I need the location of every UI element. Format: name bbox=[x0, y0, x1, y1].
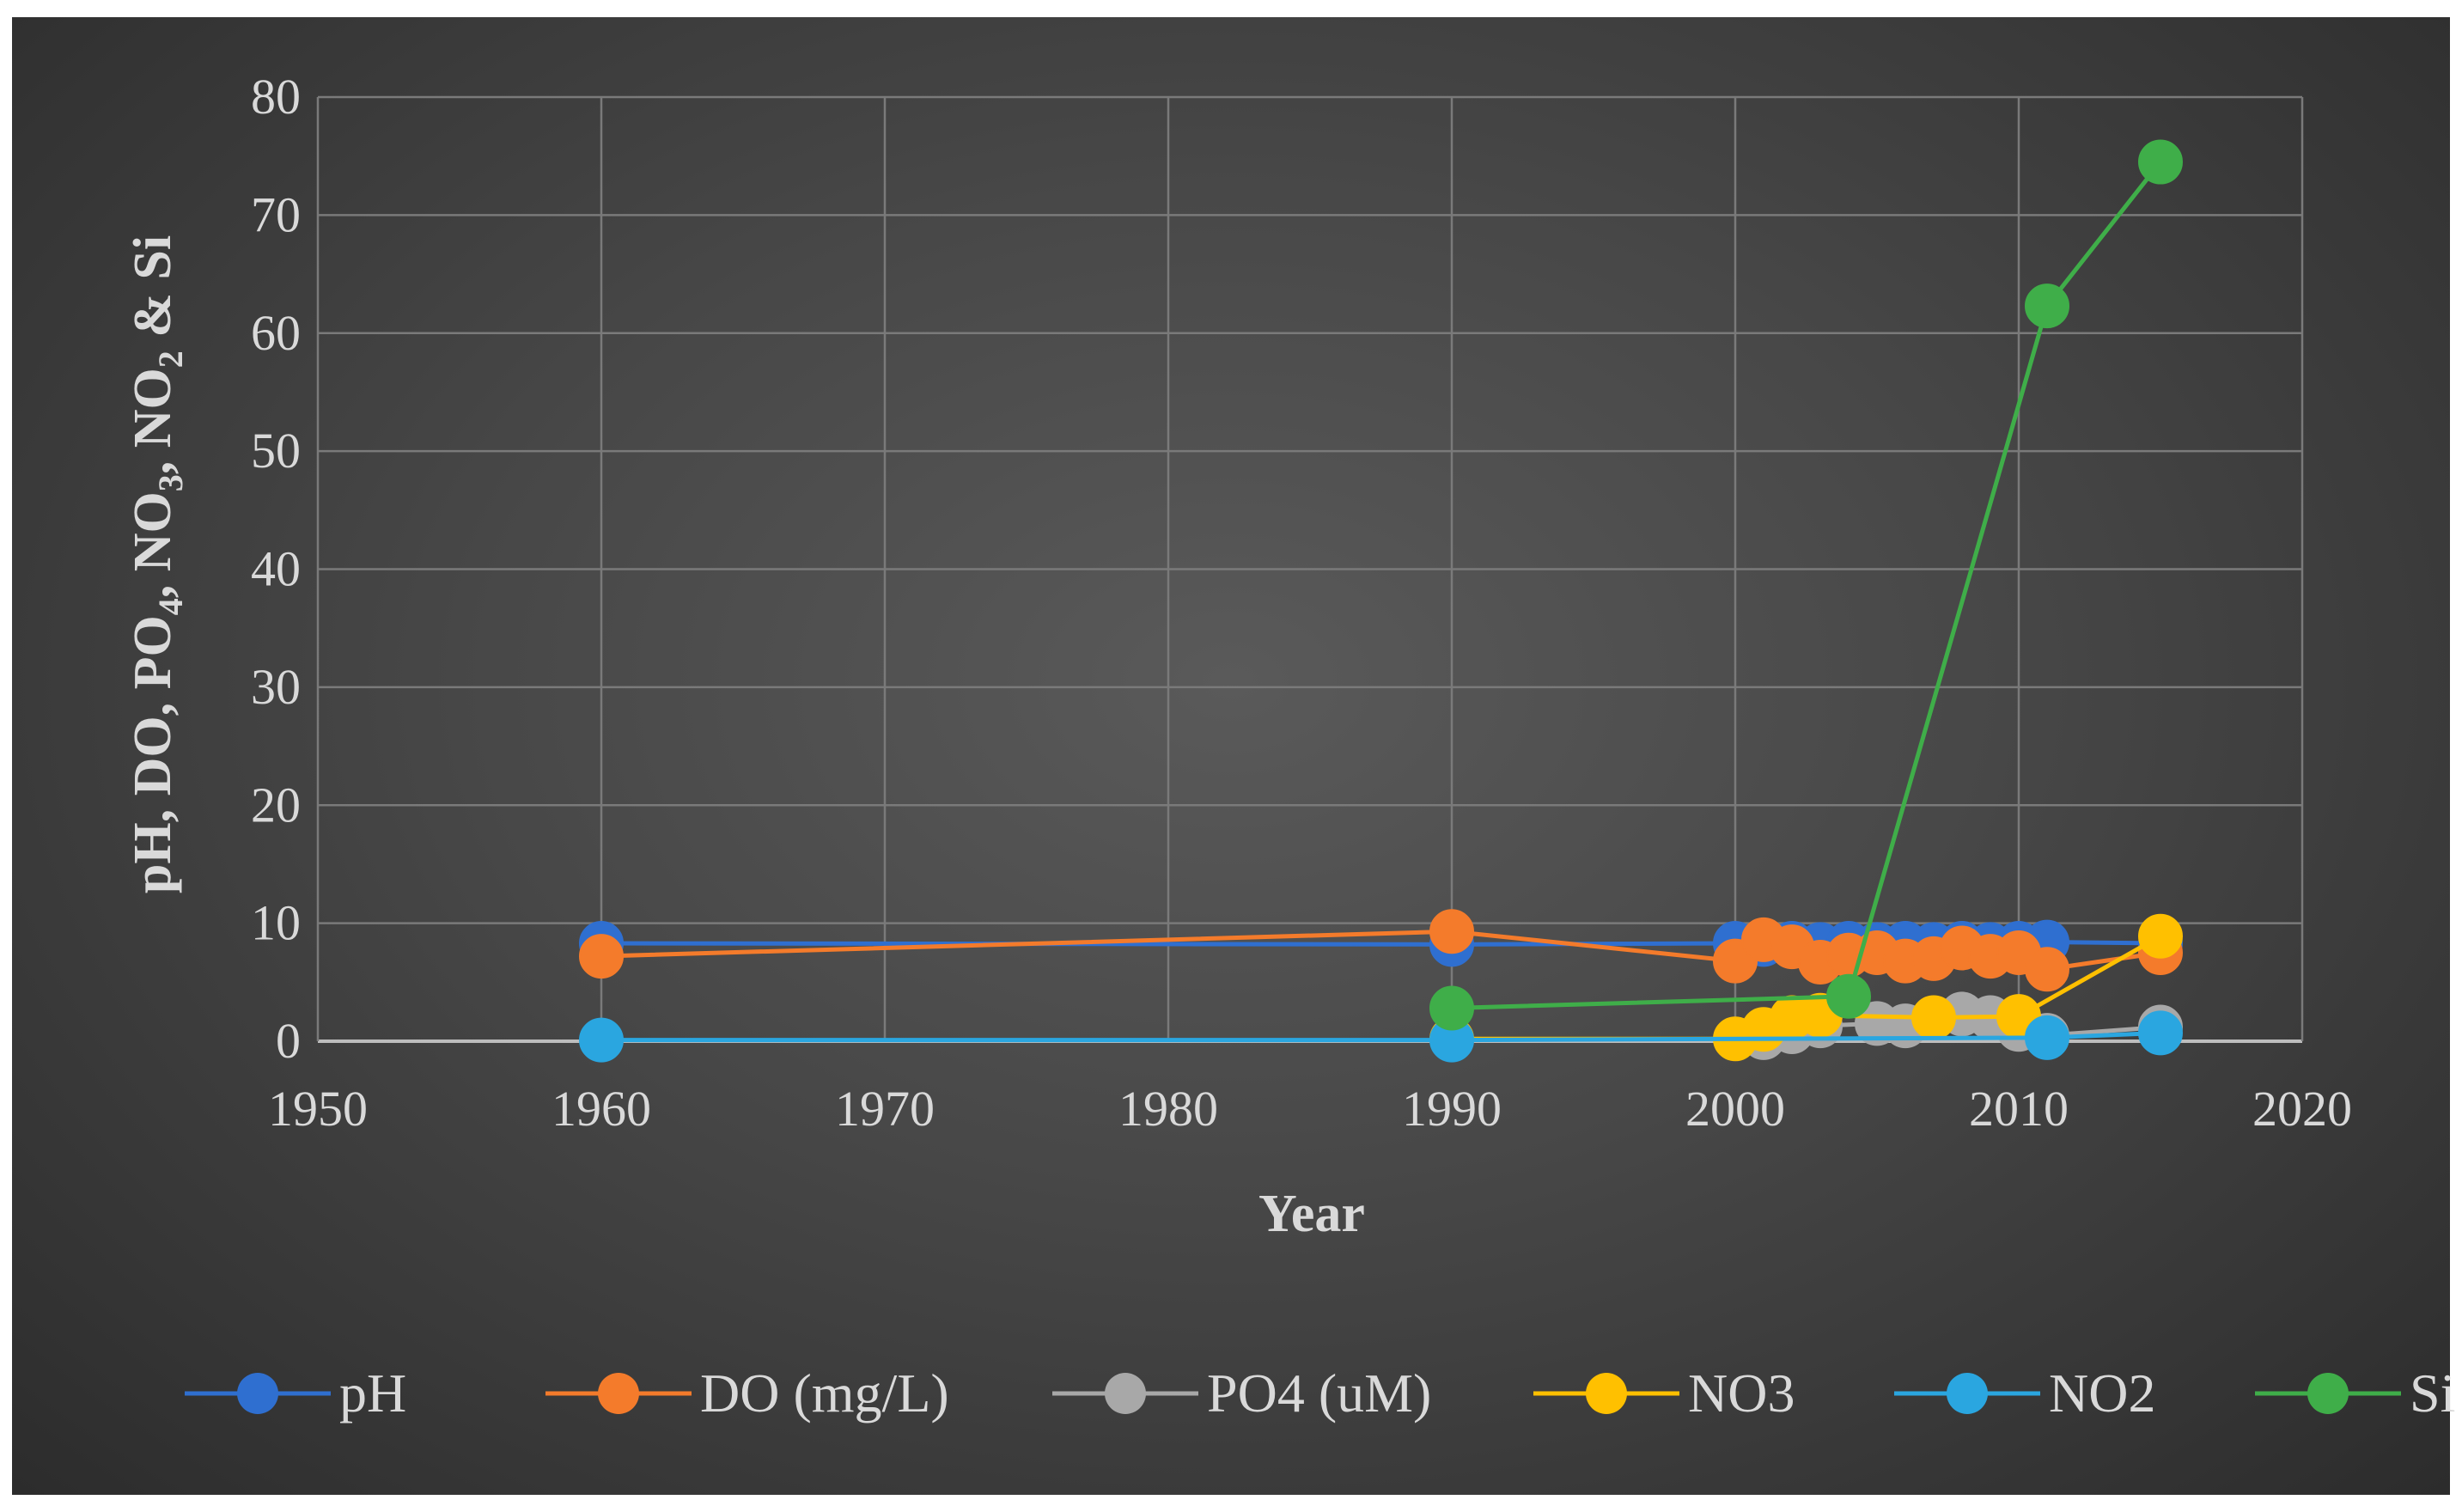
legend-label: NO3 bbox=[1688, 1363, 1795, 1424]
no2-point bbox=[2025, 1015, 2069, 1060]
y-tick-label: 50 bbox=[251, 423, 301, 479]
series-si bbox=[1429, 139, 2183, 1031]
do-mg-l-point bbox=[1429, 909, 1474, 954]
legend-swatch-marker bbox=[237, 1373, 278, 1414]
series-do-mg-l bbox=[579, 909, 2183, 992]
legend-item-po4-um: PO4 (uM) bbox=[1052, 1363, 1431, 1424]
x-axis-ticks: 1950 1960 1970 1980 1990 2000 2010 2020 bbox=[268, 1081, 2352, 1137]
y-tick-label: 20 bbox=[251, 777, 301, 832]
series-no2 bbox=[579, 1010, 2183, 1063]
si-point bbox=[2025, 284, 2069, 329]
x-tick-label: 1990 bbox=[1402, 1081, 1502, 1137]
legend-item-si: Si bbox=[2255, 1363, 2455, 1424]
x-tick-label: 1980 bbox=[1118, 1081, 1218, 1137]
legend-item-no3: NO3 bbox=[1533, 1363, 1795, 1424]
x-tick-label: 2010 bbox=[1969, 1081, 2069, 1137]
no2-line bbox=[601, 1030, 2161, 1043]
legend-label: pH bbox=[339, 1363, 406, 1424]
legend-swatch-marker bbox=[1947, 1373, 1988, 1414]
do-mg-l-point bbox=[2025, 947, 2069, 992]
si-line bbox=[1451, 161, 2162, 1011]
no3-point bbox=[2138, 913, 2183, 959]
legend-label: PO4 (uM) bbox=[1207, 1363, 1431, 1424]
no3-point bbox=[1911, 995, 1956, 1040]
legend-label: DO (mg/L) bbox=[700, 1363, 949, 1424]
y-tick-label: 80 bbox=[251, 69, 301, 125]
si-point bbox=[1429, 985, 1474, 1031]
x-tick-label: 2020 bbox=[2252, 1081, 2352, 1137]
legend-swatch-marker bbox=[1105, 1373, 1146, 1414]
x-axis-title: Year bbox=[1258, 1185, 1365, 1243]
legend-item-do-mg-l: DO (mg/L) bbox=[545, 1363, 949, 1424]
legend-swatch-marker bbox=[2307, 1373, 2349, 1414]
legend-label: NO2 bbox=[2049, 1363, 2155, 1424]
x-tick-label: 1960 bbox=[552, 1081, 651, 1137]
y-axis-ticks: 0 10 20 30 40 50 60 70 80 bbox=[251, 69, 301, 1069]
legend-item-no2: NO2 bbox=[1894, 1363, 2155, 1424]
y-tick-label: 0 bbox=[276, 1013, 301, 1069]
y-axis-title: pH, DO, PO4, NO3, NO2 & Si bbox=[124, 235, 190, 893]
y-tick-label: 40 bbox=[251, 541, 301, 597]
series-layer bbox=[579, 139, 2183, 1063]
y-tick-label: 60 bbox=[251, 305, 301, 361]
gridlines bbox=[316, 95, 2304, 1043]
legend-item-ph: pH bbox=[185, 1363, 406, 1424]
y-tick-label: 30 bbox=[251, 659, 301, 715]
legend: pH DO (mg/L) PO4 (uM) NO3 NO2 Si bbox=[185, 1363, 2455, 1424]
no2-point bbox=[579, 1017, 624, 1063]
chart-background bbox=[12, 17, 2450, 1495]
legend-swatch-marker bbox=[1586, 1373, 1627, 1414]
si-point bbox=[2138, 139, 2183, 185]
x-tick-label: 1950 bbox=[268, 1081, 368, 1137]
legend-swatch-marker bbox=[598, 1373, 639, 1414]
no2-point bbox=[2138, 1010, 2183, 1056]
legend-label: Si bbox=[2410, 1363, 2455, 1424]
do-mg-l-point bbox=[579, 934, 624, 979]
x-tick-label: 1970 bbox=[835, 1081, 935, 1137]
si-point bbox=[1826, 973, 1871, 1019]
x-tick-label: 2000 bbox=[1685, 1081, 1785, 1137]
y-tick-label: 70 bbox=[251, 186, 301, 242]
y-tick-label: 10 bbox=[251, 895, 301, 951]
